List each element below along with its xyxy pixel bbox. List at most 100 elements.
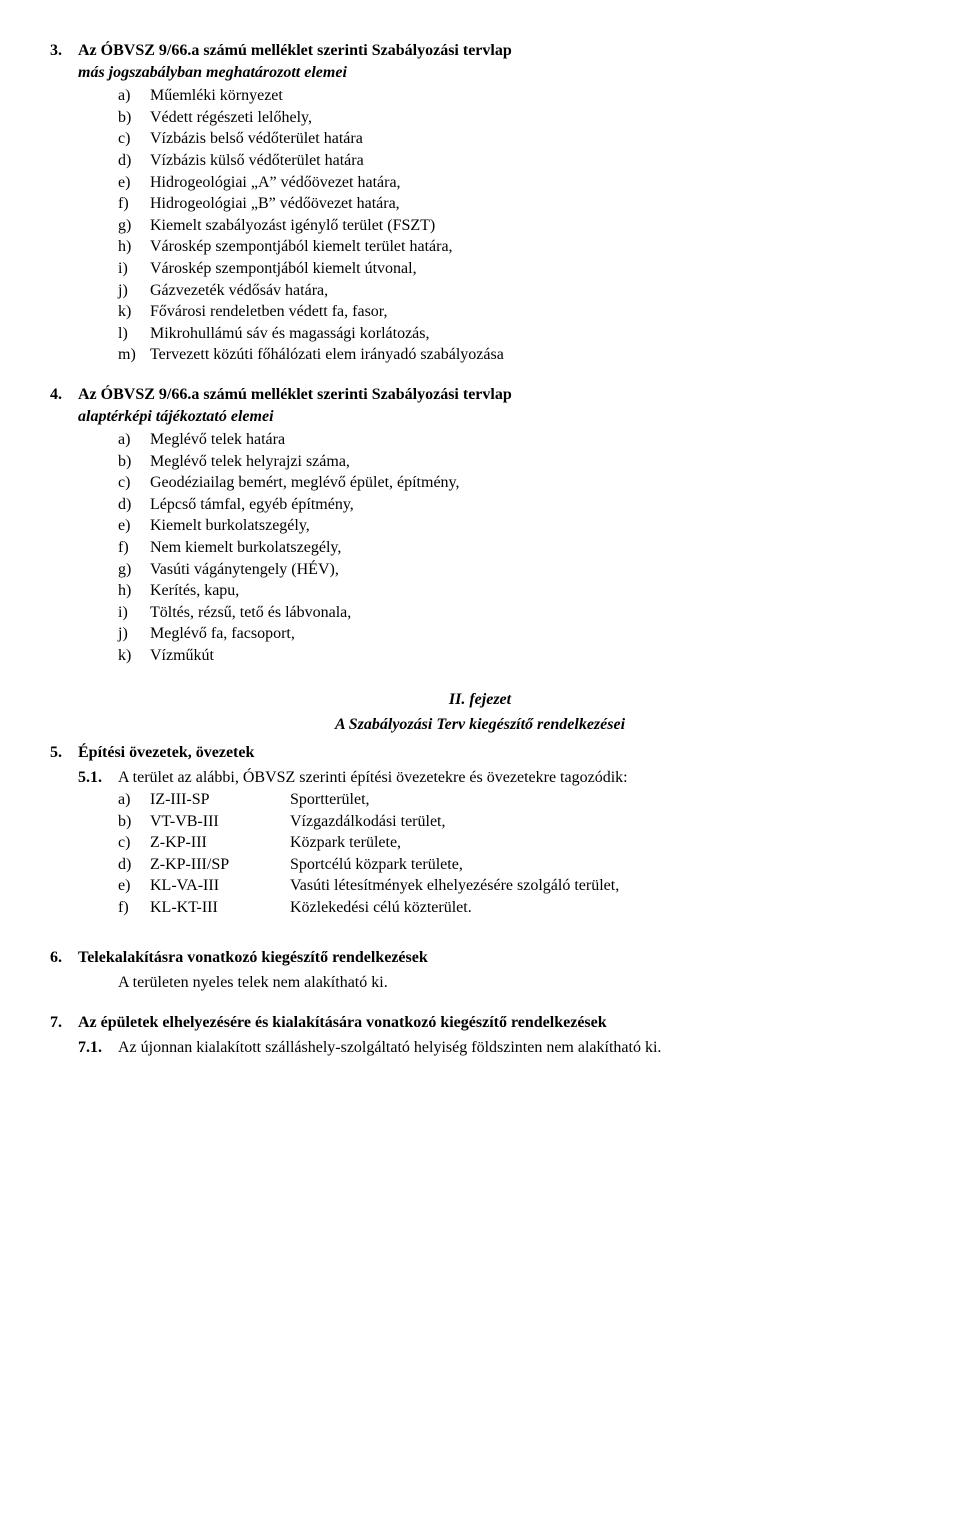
list-item-text: Meglévő fa, facsoport, — [150, 623, 910, 645]
list-item: b)Védett régészeti lelőhely, — [118, 107, 910, 129]
list-item-label: j) — [118, 623, 150, 645]
code-row-label: e) — [118, 875, 150, 897]
list-item: j)Gázvezeték védősáv határa, — [118, 280, 910, 302]
section-3-list: a)Műemléki környezetb)Védett régészeti l… — [118, 85, 910, 366]
section-4-header: 4. Az ÓBVSZ 9/66.a számú melléklet szeri… — [50, 384, 910, 427]
code-row-code: Z-KP-III/SP — [150, 854, 290, 876]
code-row: a)IZ-III-SPSportterület, — [118, 789, 910, 811]
list-item: f)Nem kiemelt burkolatszegély, — [118, 537, 910, 559]
list-item-label: c) — [118, 128, 150, 150]
list-item-label: d) — [118, 494, 150, 516]
list-item-text: Városkép szempontjából kiemelt útvonal, — [150, 258, 910, 280]
list-item-label: l) — [118, 323, 150, 345]
section-7-sub-text: Az újonnan kialakított szálláshely-szolg… — [118, 1037, 910, 1059]
section-7-sub-number: 7.1. — [78, 1037, 118, 1059]
section-3-number: 3. — [50, 40, 78, 83]
list-item-label: h) — [118, 236, 150, 258]
code-row-desc: Vasúti létesítmények elhelyezésére szolg… — [290, 875, 910, 897]
list-item-text: Hidrogeológiai „B” védőövezet határa, — [150, 193, 910, 215]
list-item-text: Vízbázis külső védőterület határa — [150, 150, 910, 172]
section-5-sub-text: A terület az alábbi, ÓBVSZ szerinti épít… — [118, 767, 910, 789]
list-item: k)Fővárosi rendeletben védett fa, fasor, — [118, 301, 910, 323]
code-row-desc: Vízgazdálkodási terület, — [290, 811, 910, 833]
list-item-text: Geodéziailag bemért, meglévő épület, épí… — [150, 472, 910, 494]
section-3-title: Az ÓBVSZ 9/66.a számú melléklet szerinti… — [78, 42, 512, 59]
section-7-title: Az épületek elhelyezésére és kialakításá… — [78, 1012, 607, 1034]
code-row-label: f) — [118, 897, 150, 919]
chapter-subtitle: A Szabályozási Terv kiegészítő rendelkez… — [50, 714, 910, 736]
list-item-text: Védett régészeti lelőhely, — [150, 107, 910, 129]
code-row-desc: Közlekedési célú közterület. — [290, 897, 910, 919]
section-7: 7. Az épületek elhelyezésére és kialakít… — [50, 1012, 910, 1059]
section-6: 6. Telekalakításra vonatkozó kiegészítő … — [50, 947, 910, 994]
section-6-header: 6. Telekalakításra vonatkozó kiegészítő … — [50, 947, 910, 969]
section-3-header: 3. Az ÓBVSZ 9/66.a számú melléklet szeri… — [50, 40, 910, 83]
list-item: c)Vízbázis belső védőterület határa — [118, 128, 910, 150]
code-row-code: Z-KP-III — [150, 832, 290, 854]
chapter-heading: II. fejezet A Szabályozási Terv kiegészí… — [50, 689, 910, 736]
section-5-sub-number: 5.1. — [78, 767, 118, 789]
section-6-body: A területen nyeles telek nem alakítható … — [118, 972, 910, 994]
list-item-text: Mikrohullámú sáv és magassági korlátozás… — [150, 323, 910, 345]
list-item-label: f) — [118, 537, 150, 559]
section-7-header: 7. Az épületek elhelyezésére és kialakít… — [50, 1012, 910, 1034]
section-4-list: a)Meglévő telek határab)Meglévő telek he… — [118, 429, 910, 667]
code-row-label: a) — [118, 789, 150, 811]
list-item: g)Kiemelt szabályozást igénylő terület (… — [118, 215, 910, 237]
code-row: c)Z-KP-IIIKözpark területe, — [118, 832, 910, 854]
list-item: j)Meglévő fa, facsoport, — [118, 623, 910, 645]
code-row-desc: Sportcélú közpark területe, — [290, 854, 910, 876]
section-6-number: 6. — [50, 947, 78, 969]
list-item: l)Mikrohullámú sáv és magassági korlátoz… — [118, 323, 910, 345]
code-row-code: IZ-III-SP — [150, 789, 290, 811]
list-item-label: i) — [118, 602, 150, 624]
list-item-text: Városkép szempontjából kiemelt terület h… — [150, 236, 910, 258]
section-4-number: 4. — [50, 384, 78, 427]
list-item: c)Geodéziailag bemért, meglévő épület, é… — [118, 472, 910, 494]
code-row-code: KL-VA-III — [150, 875, 290, 897]
list-item-label: i) — [118, 258, 150, 280]
code-row-code: KL-KT-III — [150, 897, 290, 919]
code-row: e)KL-VA-IIIVasúti létesítmények elhelyez… — [118, 875, 910, 897]
list-item-text: Fővárosi rendeletben védett fa, fasor, — [150, 301, 910, 323]
list-item-text: Műemléki környezet — [150, 85, 910, 107]
list-item: m)Tervezett közúti főhálózati elem irány… — [118, 344, 910, 366]
section-5: 5. Építési övezetek, övezetek 5.1. A ter… — [50, 742, 910, 919]
list-item-label: h) — [118, 580, 150, 602]
list-item-label: b) — [118, 451, 150, 473]
list-item-text: Nem kiemelt burkolatszegély, — [150, 537, 910, 559]
list-item: h)Városkép szempontjából kiemelt terület… — [118, 236, 910, 258]
code-row-desc: Sportterület, — [290, 789, 910, 811]
list-item-label: e) — [118, 172, 150, 194]
list-item-text: Vasúti vágánytengely (HÉV), — [150, 559, 910, 581]
list-item-text: Hidrogeológiai „A” védőövezet határa, — [150, 172, 910, 194]
section-3: 3. Az ÓBVSZ 9/66.a számú melléklet szeri… — [50, 40, 910, 366]
section-3-title-block: Az ÓBVSZ 9/66.a számú melléklet szerinti… — [78, 40, 910, 83]
list-item: d)Vízbázis külső védőterület határa — [118, 150, 910, 172]
code-row-label: b) — [118, 811, 150, 833]
list-item-label: g) — [118, 215, 150, 237]
list-item-label: f) — [118, 193, 150, 215]
list-item: b)Meglévő telek helyrajzi száma, — [118, 451, 910, 473]
list-item-text: Meglévő telek határa — [150, 429, 910, 451]
list-item-text: Lépcső támfal, egyéb építmény, — [150, 494, 910, 516]
code-row: d)Z-KP-III/SPSportcélú közpark területe, — [118, 854, 910, 876]
section-5-sub: 5.1. A terület az alábbi, ÓBVSZ szerinti… — [78, 767, 910, 789]
list-item-text: Vízműkút — [150, 645, 910, 667]
list-item: a)Műemléki környezet — [118, 85, 910, 107]
list-item-label: b) — [118, 107, 150, 129]
list-item: a)Meglévő telek határa — [118, 429, 910, 451]
list-item-text: Vízbázis belső védőterület határa — [150, 128, 910, 150]
list-item: e)Kiemelt burkolatszegély, — [118, 515, 910, 537]
list-item: d)Lépcső támfal, egyéb építmény, — [118, 494, 910, 516]
section-7-number: 7. — [50, 1012, 78, 1034]
list-item: g)Vasúti vágánytengely (HÉV), — [118, 559, 910, 581]
chapter-title: II. fejezet — [50, 689, 910, 711]
code-row-label: c) — [118, 832, 150, 854]
list-item: k)Vízműkút — [118, 645, 910, 667]
list-item-label: a) — [118, 85, 150, 107]
list-item-label: e) — [118, 515, 150, 537]
list-item-label: k) — [118, 301, 150, 323]
list-item-label: m) — [118, 344, 150, 366]
list-item-label: k) — [118, 645, 150, 667]
